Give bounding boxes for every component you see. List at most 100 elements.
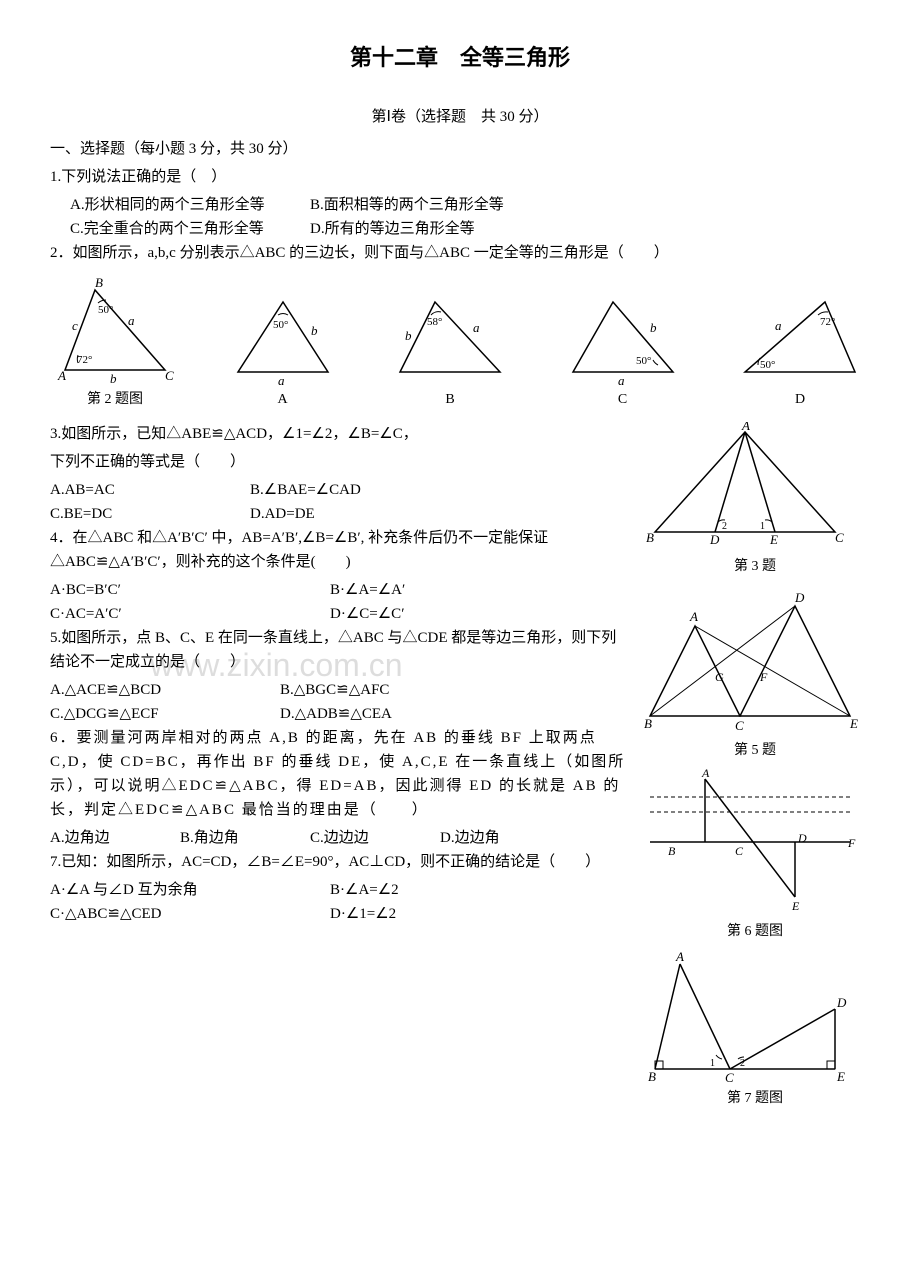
svg-text:D: D bbox=[797, 831, 807, 845]
chapter-title: 第十二章 全等三角形 bbox=[50, 40, 870, 75]
question-2: 2．如图所示，a,b,c 分别表示△ABC 的三边长，则下面与△ABC 一定全等… bbox=[50, 241, 870, 265]
svg-text:a: a bbox=[128, 313, 135, 328]
q4-option-c: C·AC=A′C′ bbox=[50, 602, 330, 626]
q6-option-d: D.边边角 bbox=[440, 826, 500, 850]
section-header: 一、选择题（每小题 3 分，共 30 分） bbox=[50, 137, 870, 161]
q6-figure-label: 第 6 题图 bbox=[640, 921, 870, 943]
q4-option-b: B·∠A=∠A′ bbox=[330, 578, 405, 602]
triangle-c-icon: 50° b a bbox=[558, 290, 688, 385]
svg-text:B: B bbox=[668, 844, 676, 858]
question-6: 6．要测量河两岸相对的两点 A,B 的距离，先在 AB 的垂线 BF 上取两点 … bbox=[50, 726, 630, 822]
q2-label-d: D bbox=[730, 389, 870, 411]
q3-option-c: C.BE=DC bbox=[50, 502, 250, 526]
svg-text:58°: 58° bbox=[427, 316, 442, 328]
q5-figure-label: 第 5 题 bbox=[640, 740, 870, 762]
svg-text:a: a bbox=[473, 320, 480, 335]
svg-text:E: E bbox=[849, 716, 858, 731]
svg-text:D: D bbox=[794, 590, 805, 605]
q3-figure-label: 第 3 题 bbox=[640, 556, 870, 578]
svg-text:A: A bbox=[675, 949, 684, 964]
svg-text:c: c bbox=[72, 318, 78, 333]
svg-text:C: C bbox=[735, 718, 744, 733]
svg-text:F: F bbox=[847, 836, 856, 850]
question-4: 4．在△ABC 和△A′B′C′ 中，AB=A′B′,∠B=∠B′, 补充条件后… bbox=[50, 526, 630, 574]
svg-text:A: A bbox=[741, 422, 750, 433]
subtitle: 第Ⅰ卷（选择题 共 30 分） bbox=[50, 105, 870, 129]
svg-text:a: a bbox=[618, 373, 625, 385]
svg-text:50°: 50° bbox=[760, 359, 775, 371]
svg-text:a: a bbox=[775, 318, 782, 333]
q2-label-b: B bbox=[385, 389, 515, 411]
triangle-a-icon: 50° b a bbox=[223, 290, 343, 385]
q7-option-c: C·△ABC≌△CED bbox=[50, 902, 330, 926]
q1-option-a: A.形状相同的两个三角形全等 bbox=[70, 193, 270, 217]
svg-text:G: G bbox=[715, 670, 724, 684]
question-3-sub: 下列不正确的等式是（ ） bbox=[50, 450, 630, 474]
svg-text:C: C bbox=[735, 844, 744, 858]
svg-text:b: b bbox=[110, 371, 117, 385]
svg-text:C: C bbox=[835, 530, 844, 545]
svg-text:B: B bbox=[644, 716, 652, 731]
q3-figure-icon: A B D E C 2 1 bbox=[640, 422, 850, 552]
svg-text:C: C bbox=[165, 368, 174, 383]
q5-option-d: D.△ADB≌△CEA bbox=[280, 702, 392, 726]
triangle-d-icon: 72° 50° a bbox=[730, 290, 870, 385]
q3-option-d: D.AD=DE bbox=[250, 502, 315, 526]
q2-label-c: C bbox=[558, 389, 688, 411]
question-3: 3.如图所示，已知△ABE≌△ACD，∠1=∠2，∠B=∠C， bbox=[50, 422, 630, 446]
svg-text:B: B bbox=[648, 1069, 656, 1084]
question-7: 7.已知：如图所示，AC=CD，∠B=∠E=90°，AC⊥CD，则不正确的结论是… bbox=[50, 850, 630, 874]
svg-text:50°: 50° bbox=[273, 319, 288, 331]
svg-text:a: a bbox=[278, 373, 285, 385]
q3-option-a: A.AB=AC bbox=[50, 478, 250, 502]
q6-option-b: B.角边角 bbox=[180, 826, 310, 850]
svg-text:72°: 72° bbox=[77, 354, 92, 366]
svg-text:b: b bbox=[405, 328, 412, 343]
q6-option-a: A.边角边 bbox=[50, 826, 180, 850]
svg-text:2: 2 bbox=[740, 1058, 745, 1069]
svg-text:E: E bbox=[836, 1069, 845, 1084]
svg-text:E: E bbox=[769, 532, 778, 547]
q1-option-b: B.面积相等的两个三角形全等 bbox=[310, 193, 510, 217]
q7-figure-label: 第 7 题图 bbox=[640, 1088, 870, 1110]
q7-option-d: D·∠1=∠2 bbox=[330, 902, 396, 926]
svg-text:D: D bbox=[709, 532, 720, 547]
q7-option-a: A·∠A 与∠D 互为余角 bbox=[50, 878, 330, 902]
svg-text:50°: 50° bbox=[98, 304, 113, 316]
svg-text:C: C bbox=[725, 1070, 734, 1084]
q2-figure-row: B A C c a b 50° 72° 第 2 题图 50° b a A 58° bbox=[50, 275, 870, 411]
q4-option-d: D·∠C=∠C′ bbox=[330, 602, 404, 626]
q5-option-b: B.△BGC≌△AFC bbox=[280, 678, 389, 702]
q3-option-b: B.∠BAE=∠CAD bbox=[250, 478, 361, 502]
q5-option-c: C.△DCG≌△ECF bbox=[50, 702, 280, 726]
q5-option-a: A.△ACE≌△BCD bbox=[50, 678, 280, 702]
svg-text:B: B bbox=[95, 275, 103, 290]
q6-figure-icon: A B C D F E bbox=[640, 767, 860, 917]
svg-text:72°: 72° bbox=[820, 316, 835, 328]
svg-text:50°: 50° bbox=[636, 355, 651, 367]
q6-option-c: C.边边边 bbox=[310, 826, 440, 850]
svg-text:1: 1 bbox=[760, 521, 765, 532]
q4-option-a: A·BC=B′C′ bbox=[50, 578, 330, 602]
svg-text:b: b bbox=[650, 320, 657, 335]
q7-figure-icon: A B C D E 1 2 bbox=[640, 949, 850, 1084]
q2-label-a: A bbox=[223, 389, 343, 411]
q5-figure-icon: A D B C E G F bbox=[640, 586, 865, 736]
svg-text:A: A bbox=[701, 767, 710, 780]
svg-text:A: A bbox=[57, 368, 66, 383]
q1-option-c: C.完全重合的两个三角形全等 bbox=[70, 217, 270, 241]
svg-text:F: F bbox=[759, 670, 768, 684]
svg-text:b: b bbox=[311, 323, 318, 338]
svg-text:1: 1 bbox=[710, 1058, 715, 1069]
question-1: 1.下列说法正确的是（ ） bbox=[50, 165, 870, 189]
svg-text:2: 2 bbox=[722, 521, 727, 532]
question-5: 5.如图所示，点 B、C、E 在同一条直线上，△ABC 与△CDE 都是等边三角… bbox=[50, 626, 630, 674]
svg-text:E: E bbox=[791, 899, 800, 913]
svg-text:A: A bbox=[689, 609, 698, 624]
svg-text:D: D bbox=[836, 995, 847, 1010]
q1-option-d: D.所有的等边三角形全等 bbox=[310, 217, 510, 241]
svg-text:B: B bbox=[646, 530, 654, 545]
q7-option-b: B·∠A=∠2 bbox=[330, 878, 399, 902]
q2-ref-label: 第 2 题图 bbox=[50, 389, 180, 411]
triangle-abc-icon: B A C c a b 50° 72° bbox=[50, 275, 180, 385]
